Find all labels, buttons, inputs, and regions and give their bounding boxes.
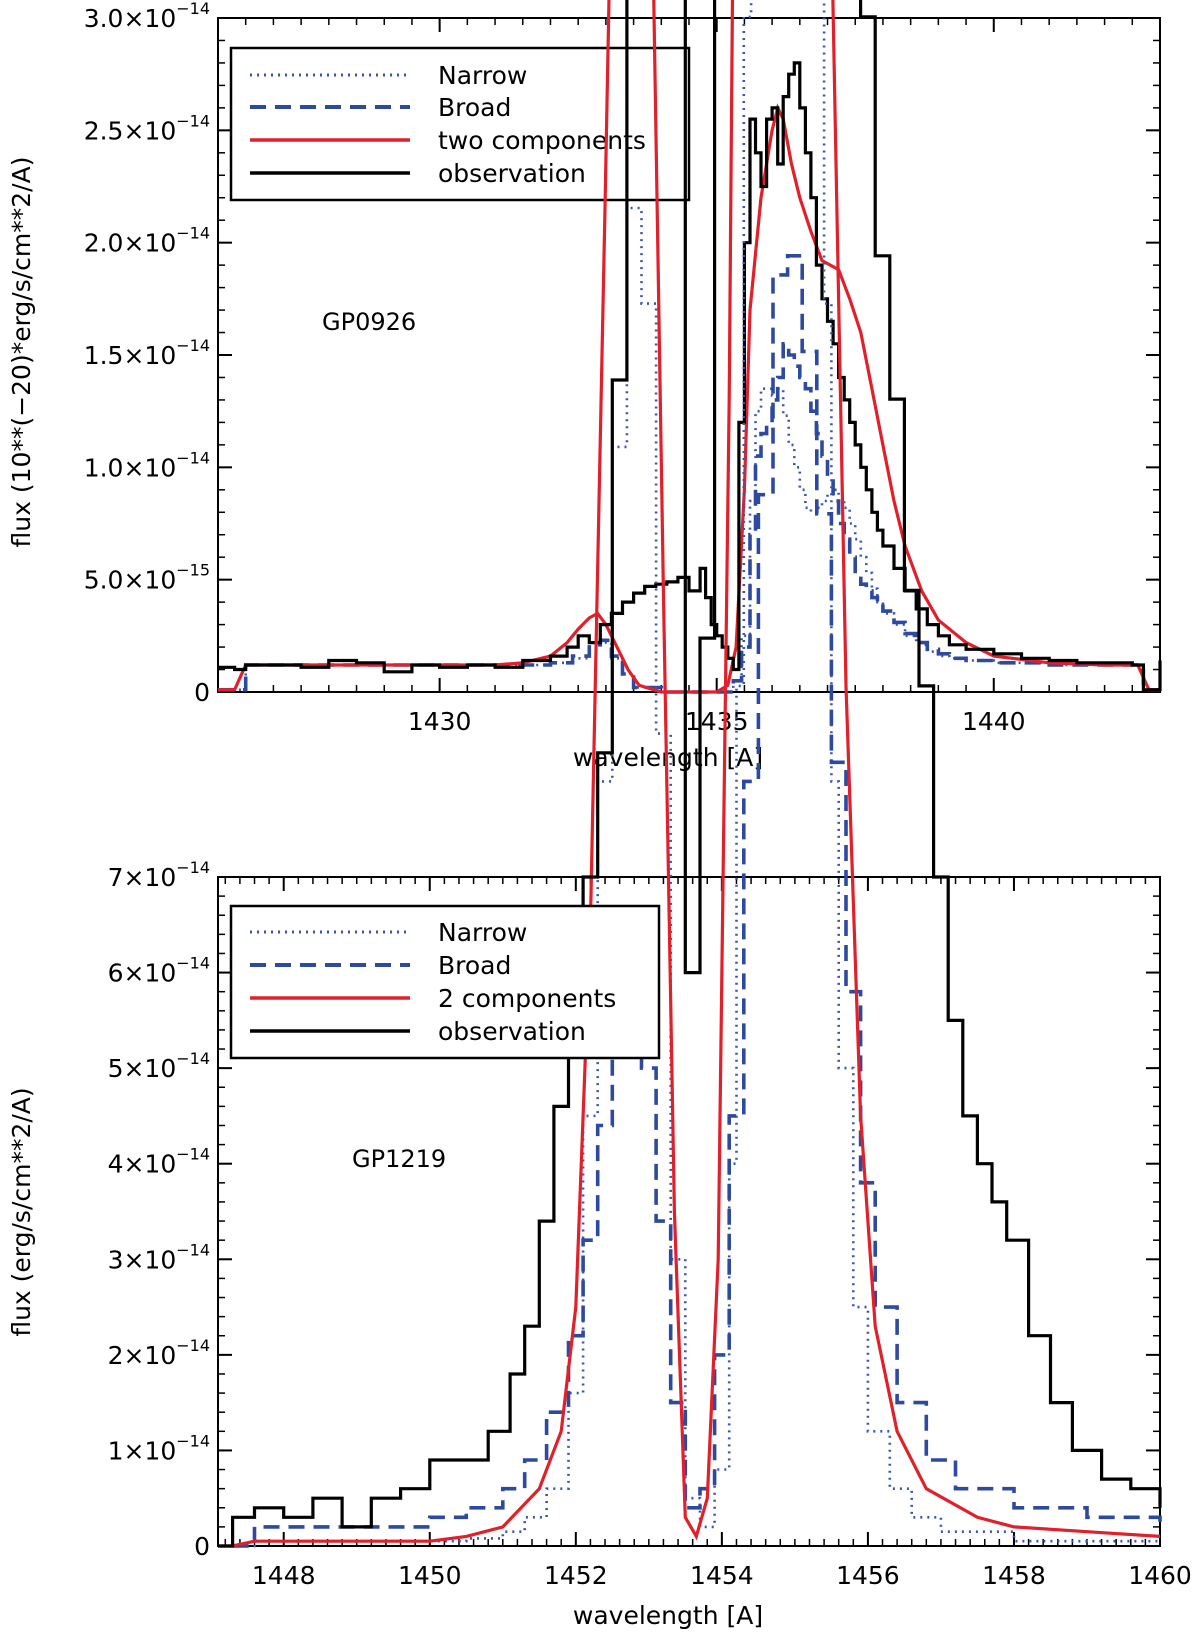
x-tick-label: 1454 [690,1561,754,1590]
series-line-broad [218,342,1160,694]
legend-label-observation: observation [438,1017,586,1046]
panel-gp0926: 0 5.0×10−15 1.0×10−14 1.5×10−14 2.0×10−14 2.5… [7,0,1162,772]
x-tick-label: 1448 [252,1561,316,1590]
y-tick-labels: 0 1×10−14 2×10−14 3×10−14 4×10−14 5×10−14 6×10… [108,858,210,1561]
y-tick-label: 1.5×10−14 [84,336,210,370]
legend-label-two-components: two components [438,126,646,155]
y-tick-label: 0 [194,678,210,707]
x-tick-label: 1440 [962,707,1026,736]
y-tick-label: 2×10−14 [108,1336,210,1370]
legend-label-narrow: Narrow [438,61,527,90]
y-tick-label: 3.0×10−14 [84,0,210,33]
y-axis-title: flux (erg/s/cm**2/A) [7,1087,36,1336]
legend-label-observation: observation [438,159,586,188]
y-axis-title: flux (10**(−20)*erg/s/cm**2/A) [7,157,36,548]
y-tick-label: 7×10−14 [108,858,210,892]
x-tick-label: 1430 [408,707,472,736]
plot-frame [217,876,1161,1547]
y-tick-label: 1×10−14 [108,1431,210,1465]
legend-label-narrow: Narrow [438,918,527,947]
y-tick-label: 0 [194,1532,210,1561]
x-tick-label: 1456 [836,1561,900,1590]
y-tick-label: 2.0×10−14 [84,224,210,258]
legend-label-broad: Broad [438,951,511,980]
tick-marks [217,17,1161,693]
series-line-2-components [218,0,1161,1548]
series-line-narrow [232,0,1160,1548]
legend: Narrow Broad 2 components observation [229,904,661,1060]
x-tick-label: 1458 [982,1561,1046,1590]
x-tick-label: 1450 [398,1561,462,1590]
legend-label-2-components: 2 components [438,984,616,1013]
series-line-narrow [218,387,1160,694]
y-tick-label: 6×10−14 [108,954,210,988]
x-axis-title: wavelength [A] [573,1601,763,1630]
legend: Narrow Broad two components observation [229,46,691,202]
sample-label: GP1219 [352,1145,446,1173]
x-tick-labels: 1448 1450 1452 1454 1456 1458 1460 [252,1561,1192,1590]
sample-label: GP0926 [322,308,416,336]
y-tick-label: 1.0×10−14 [84,448,210,482]
legend-box [229,904,661,1060]
y-tick-label: 3×10−14 [108,1240,210,1274]
panel-gp1219: 0 1×10−14 2×10−14 3×10−14 4×10−14 5×10−14 6×10… [7,0,1192,1630]
legend-label-broad: Broad [438,93,511,122]
series-line-observation [218,0,1162,1548]
x-tick-labels: 1430 1435 1440 [408,707,1026,736]
y-tick-label: 2.5×10−14 [84,111,210,145]
x-tick-label: 1435 [685,707,749,736]
x-tick-label: 1460 [1128,1561,1192,1590]
series-lines [218,0,1162,1548]
series-lines [218,61,1162,694]
series-line-observation [218,61,1162,692]
y-tick-label: 5.0×10−15 [84,561,210,595]
y-tick-labels: 0 5.0×10−15 1.0×10−14 1.5×10−14 2.0×10−14 2.5… [84,0,210,707]
y-tick-label: 4×10−14 [108,1145,210,1179]
series-line-broad [232,254,1162,1548]
x-tick-label: 1452 [544,1561,608,1590]
y-tick-label: 5×10−14 [108,1049,210,1083]
